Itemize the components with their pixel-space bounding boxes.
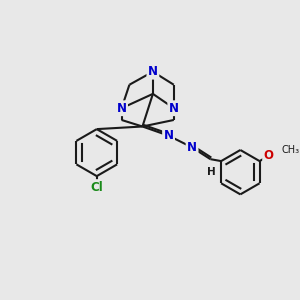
Text: Cl: Cl [90,181,103,194]
Text: H: H [207,167,216,178]
Text: CH₃: CH₃ [282,145,300,155]
Text: N: N [148,65,158,78]
Text: N: N [164,129,174,142]
Text: N: N [117,102,127,115]
Text: N: N [169,102,179,115]
Text: N: N [187,141,197,154]
Text: O: O [264,149,274,162]
